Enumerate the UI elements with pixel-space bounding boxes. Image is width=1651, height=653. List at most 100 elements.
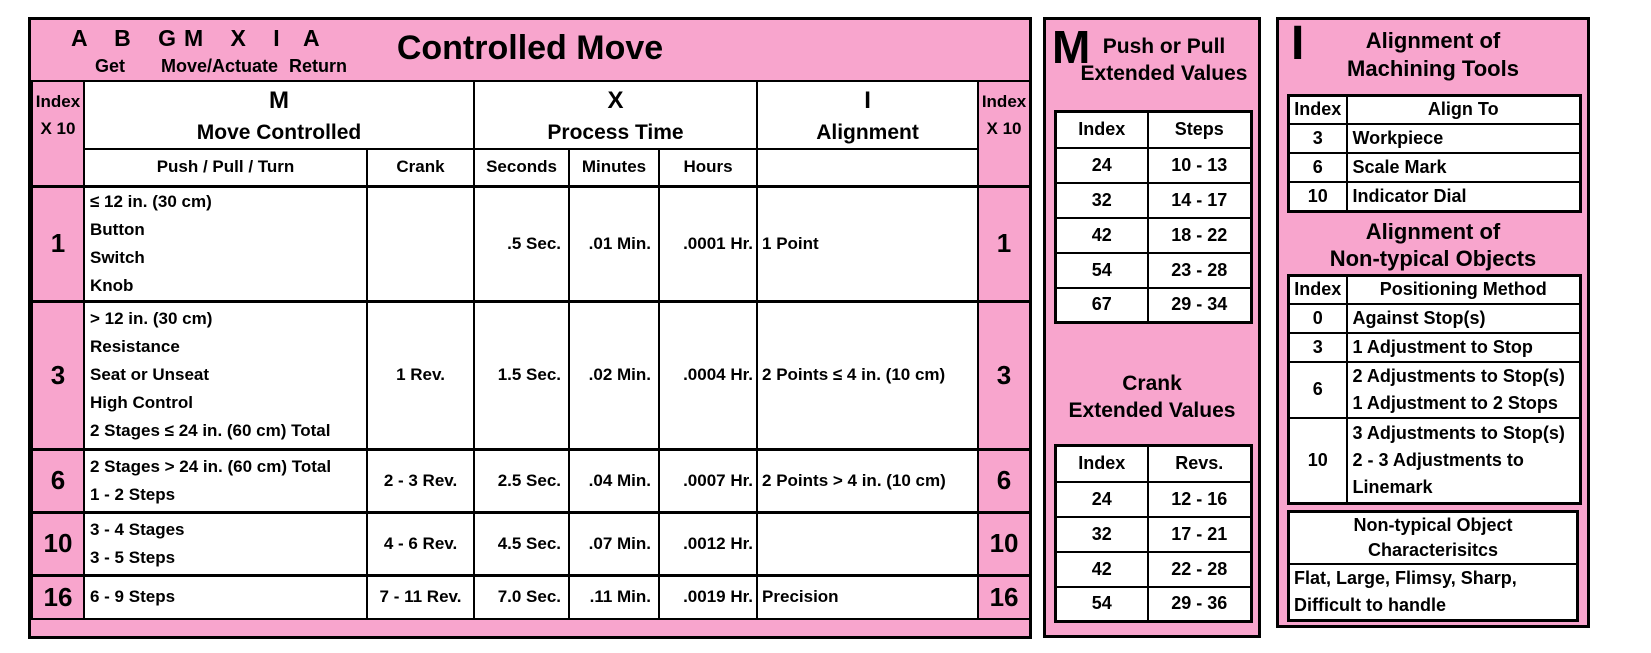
table-row-index-16: 16 6 - 9 Steps 7 - 11 Rev. 7.0 Sec. .11 … [31,573,1032,620]
revs-value: 22 - 28 [1146,550,1253,588]
move-description-cell: 2 Stages > 24 in. (60 cm) Total 1 - 2 St… [83,447,368,513]
method-cell: Against Stop(s) [1345,302,1582,334]
steps-value: 23 - 28 [1146,251,1253,289]
table-row: 6 Scale Mark [1287,151,1582,183]
row-index-right: 3 [977,299,1032,450]
crank-extended-title: Crank Extended Values [1046,370,1258,424]
alignment-machining-title: Alignment of Machining Tools [1279,27,1587,83]
table-row: 42 22 - 28 [1054,550,1253,588]
index-x10-header-right: Index X 10 [977,80,1032,187]
characteristics-text: Flat, Large, Flimsy, Sharp, Difficult to… [1287,563,1579,622]
index-value: 0 [1287,302,1348,334]
move-description-line: Switch [90,247,145,267]
row-index-left: 3 [31,299,85,450]
row-index-left: 10 [31,510,85,576]
crank-cell: 1 Rev. [365,299,476,450]
alignment-machining-table: Index Align To 3 Workpiece 6 Scale Mark … [1287,94,1582,213]
minutes-cell: .11 Min. [568,573,661,620]
method-line: 2 Adjustments to Stop(s) [1352,365,1565,386]
card-title: Controlled Move [396,29,664,67]
hours-cell: .0004 Hr. [658,299,759,450]
hours-cell: .0007 Hr. [658,447,759,513]
table-row: 3 1 Adjustment to Stop [1287,331,1582,363]
title-line: Non-typical Object [1353,515,1513,535]
index-value: 6 [1287,151,1348,183]
group-label-x: Process Time [547,121,684,144]
table-row-index-10: 10 3 - 4 Stages 3 - 5 Steps 4 - 6 Rev. 4… [31,510,1032,576]
col-header-revs: Revs. [1146,444,1253,483]
extended-values-panel: M Push or Pull Extended Values Index Ste… [1043,17,1261,638]
col-header-minutes: Minutes [568,148,661,188]
table-row: 0 Against Stop(s) [1287,302,1582,334]
group-header-row: Index X 10 M Move Controlled X Process T… [31,80,1032,187]
seconds-cell: 2.5 Sec. [473,447,571,513]
index-value: 54 [1054,251,1149,289]
push-pull-extended-table: Index Steps 24 10 - 13 32 14 - 17 42 18 … [1054,110,1253,324]
index-value: 32 [1054,181,1149,219]
table-row: 24 12 - 16 [1054,480,1253,518]
sequence-label-move: Move/Actuate [161,56,279,76]
alignment-nontypical-table: Index Positioning Method 0 Against Stop(… [1287,274,1582,505]
move-description-line: Button [90,219,145,239]
row-index-left: 16 [31,573,85,620]
row-index-right: 1 [977,184,1032,302]
title-line: Machining Tools [1347,56,1519,81]
crank-extended-table: Index Revs. 24 12 - 16 32 17 - 21 42 22 … [1054,444,1253,623]
title-line: Crank [1122,372,1182,395]
move-description-cell: > 12 in. (30 cm) Resistance Seat or Unse… [83,299,368,450]
move-description-cell: 3 - 4 Stages 3 - 5 Steps [83,510,368,576]
method-line: 1 Adjustment to Stop [1352,336,1533,357]
table-row: 10 3 Adjustments to Stop(s) 2 - 3 Adjust… [1287,416,1582,505]
revs-value: 17 - 21 [1146,515,1253,553]
sub-header-row: Push / Pull / Turn Crank Seconds Minutes… [32,148,1030,188]
index-value: 42 [1054,550,1149,588]
title-line: Non-typical Objects [1329,246,1537,271]
title-line: Push or Pull [1102,35,1226,58]
header-row: Index Positioning Method [1287,274,1582,305]
move-description-line: 2 Stages ≤ 24 in. (60 cm) Total [90,421,331,440]
move-description-line: Seat or Unseat [90,365,210,384]
nontypical-characteristics-box: Non-typical Object Characterisitcs Flat,… [1287,510,1579,622]
minutes-cell: .01 Min. [568,184,661,302]
steps-value: 29 - 34 [1146,286,1253,324]
move-description-line: High Control [90,393,193,412]
method-cell: 3 Adjustments to Stop(s) 2 - 3 Adjustmen… [1345,416,1582,505]
index-value: 3 [1287,331,1348,363]
index-value: 10 [1287,416,1348,505]
method-line: 2 - 3 Adjustments to [1352,449,1524,470]
minutes-cell: .07 Min. [568,510,661,576]
revs-value: 12 - 16 [1146,480,1253,518]
row-index-left: 1 [31,184,85,302]
steps-value: 14 - 17 [1146,181,1253,219]
move-description-line: ≤ 12 in. (30 cm) [90,191,212,211]
col-header-steps: Steps [1146,110,1253,149]
steps-value: 18 - 22 [1146,216,1253,254]
sequence-letters-get: A B G [71,25,179,51]
hours-cell: .0012 Hr. [658,510,759,576]
table-row: 3 Workpiece [1287,122,1582,154]
group-header-x: X Process Time [473,80,759,150]
table-row: 54 23 - 28 [1054,251,1253,289]
title-line: Alignment of [1365,219,1501,244]
header-row: Index Revs. [1054,444,1253,483]
controlled-move-panel: A B G M X I A Get Move/Actuate Return Co… [28,17,1032,639]
controlled-move-table: Index X 10 M Move Controlled X Process T… [31,80,1032,620]
move-description-line: 6 - 9 Steps [90,587,176,607]
align-to-value: Scale Mark [1345,151,1582,183]
table-row-index-1: 1 ≤ 12 in. (30 cm) Button Switch Knob .5… [31,184,1032,302]
minutes-cell: .04 Min. [568,447,661,513]
characteristics-line: Flat, Large, Flimsy, Sharp, [1294,568,1517,588]
col-header-seconds: Seconds [473,148,571,188]
move-description-line: 2 Stages > 24 in. (60 cm) Total [90,456,332,476]
crank-cell: 2 - 3 Rev. [365,447,476,513]
table-row: 6 2 Adjustments to Stop(s) 1 Adjustment … [1287,360,1582,419]
minutes-cell: .02 Min. [568,299,661,450]
characteristics-line: Difficult to handle [1294,595,1446,615]
alignment-nontypical-title: Alignment of Non-typical Objects [1279,218,1587,272]
index-value: 67 [1054,286,1149,324]
seconds-cell: 1.5 Sec. [473,299,571,450]
row-index-right: 16 [977,573,1032,620]
col-header-method: Positioning Method [1345,274,1582,305]
alignment-cell: 1 Point [756,184,980,302]
